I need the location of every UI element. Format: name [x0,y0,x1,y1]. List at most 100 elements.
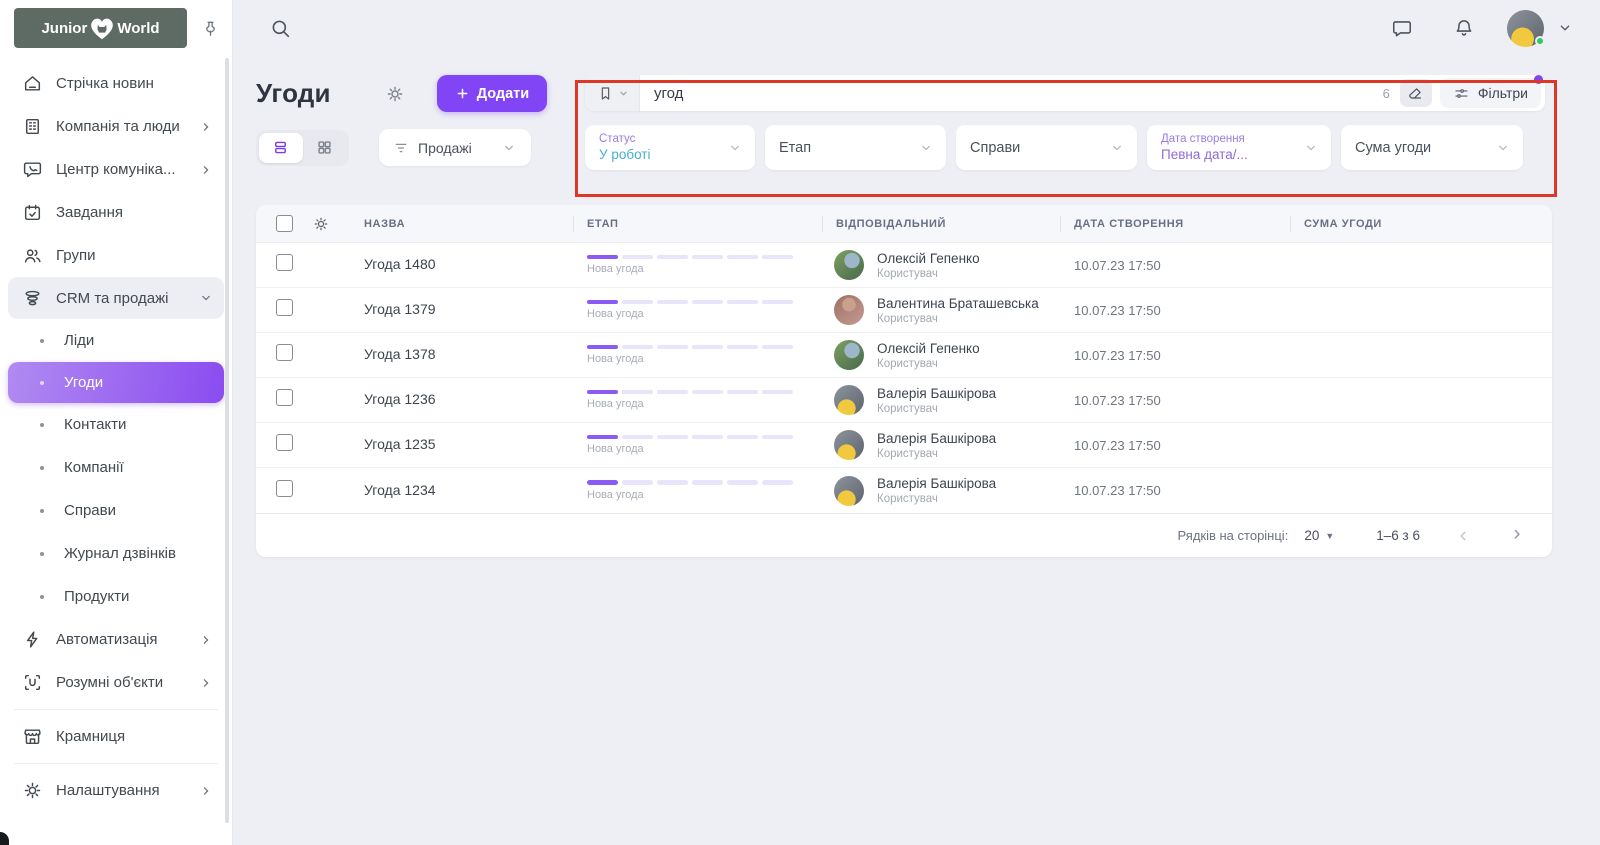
row-checkbox[interactable] [276,389,293,406]
row-checkbox[interactable] [276,254,293,271]
app-logo[interactable]: Junior World [14,8,187,48]
row-checkbox[interactable] [276,299,293,316]
sidebar-item-store[interactable]: Крамниця [0,715,232,758]
column-header-owner[interactable]: ВІДПОВІДАЛЬНИЙ [822,205,1060,242]
column-header-created[interactable]: ДАТА СТВОРЕННЯ [1060,205,1290,242]
row-checkbox[interactable] [276,344,293,361]
status-filter-label: Статус [599,133,636,145]
sidebar-item-news-feed[interactable]: Стрічка новин [0,62,232,105]
sidebar-item-company-people[interactable]: Компанія та люди [0,105,232,148]
pagination-range: 1–6 з 6 [1376,528,1420,543]
deal-sum-filter[interactable]: Сума угоди [1341,125,1523,170]
notifications-bell-icon[interactable] [1447,11,1481,45]
people-icon [22,245,43,266]
cases-filter[interactable]: Справи [956,125,1137,170]
deal-name[interactable]: Угода 1379 [364,301,436,317]
owner-name[interactable]: Олексій Гепенко [877,340,980,356]
clear-search-eraser-icon[interactable] [1399,79,1432,107]
table-row[interactable]: Угода 1378 Нова угода Олексій Гепенко Ко… [256,333,1552,378]
chevron-right-icon [198,119,214,135]
rows-per-page-select[interactable]: 20 ▼ [1304,528,1334,543]
sidebar-item-companies[interactable]: Компанії [0,446,232,489]
next-page-chevron-icon[interactable] [1506,523,1532,549]
sidebar-item-leads[interactable]: Ліди [0,319,232,362]
table-row[interactable]: Угода 1236 Нова угода Валерія Башкірова … [256,378,1552,423]
column-header-stage[interactable]: ЕТАП [573,205,822,242]
sidebar-item-cases[interactable]: Справи [0,489,232,532]
saved-views-dropdown[interactable] [585,75,640,111]
view-mode-toggle [256,129,349,166]
heart-logo-icon [87,13,117,43]
chevron-down-icon [617,87,630,100]
sidebar-item-label: Завдання [56,204,123,221]
column-settings-gear-icon[interactable] [312,215,330,233]
stage-progress-bar [587,389,822,395]
chevron-down-icon [727,140,743,156]
sidebar-item-settings[interactable]: Налаштування [0,769,232,812]
table-row[interactable]: Угода 1235 Нова угода Валерія Башкірова … [256,423,1552,468]
deal-name[interactable]: Угода 1480 [364,256,436,272]
grid-view-icon[interactable] [303,133,347,163]
row-checkbox[interactable] [276,434,293,451]
stage-filter[interactable]: Етап [765,125,946,170]
pin-icon[interactable] [201,19,220,38]
filter-row: Статус У роботі Етап Справи [585,125,1545,170]
search-input[interactable] [640,84,1383,102]
deal-name[interactable]: Угода 1234 [364,481,436,498]
sidebar-divider [14,763,218,764]
previous-page-chevron-icon[interactable] [1450,523,1476,549]
search-icon[interactable] [263,11,298,46]
sidebar-item-groups[interactable]: Групи [0,234,232,277]
filters-button[interactable]: Фільтри [1439,75,1543,108]
sidebar-item-crm-sales[interactable]: CRM та продажі [8,277,224,319]
created-date-filter[interactable]: Дата створення Певна дата/... [1147,125,1331,170]
filters-label: Фільтри [1477,85,1528,101]
sidebar-item-products[interactable]: Продукти [0,575,232,618]
deal-name[interactable]: Угода 1236 [364,391,436,407]
topbar [233,0,1600,56]
sidebar-scrollbar[interactable] [225,58,229,823]
owner-name[interactable]: Валерія Башкірова [877,385,997,401]
created-date: 10.07.23 17:50 [1074,483,1161,498]
table-row[interactable]: Угода 1379 Нова угода Валентина Браташев… [256,288,1552,333]
deal-name[interactable]: Угода 1378 [364,346,436,362]
stage-label: Нова угода [587,443,644,456]
chevron-down-icon [198,290,214,306]
chevron-down-icon [501,140,517,156]
owner-name[interactable]: Валерія Башкірова [877,430,997,446]
sidebar-item-call-log[interactable]: Журнал дзвінків [0,532,232,575]
owner-name[interactable]: Олексій Гепенко [877,250,980,266]
table-row[interactable]: Угода 1234 Нова угода Валерія Башкірова … [256,468,1552,513]
column-header-sum[interactable]: СУМА УГОДИ [1290,205,1552,242]
view-settings-gear-icon[interactable] [385,84,405,104]
sidebar-item-tasks[interactable]: Завдання [0,191,232,234]
sidebar-item-contacts[interactable]: Контакти [0,403,232,446]
add-deal-label: Додати [476,85,530,102]
pipeline-value: Продажі [418,139,472,156]
sidebar-item-communication-center[interactable]: Центр комуніка... [0,148,232,191]
plus-icon [455,86,470,101]
sidebar-item-smart-objects[interactable]: Розумні об'єкти [0,661,232,704]
owner-name[interactable]: Валерія Башкірова [877,476,997,491]
created-filter-value: Певна дата/... [1161,147,1248,162]
account-chevron-down-icon[interactable] [1556,19,1574,37]
status-filter[interactable]: Статус У роботі [585,125,755,170]
owner-name[interactable]: Валентина Браташевська [877,295,1039,311]
row-checkbox[interactable] [276,479,293,497]
sidebar-item-automation[interactable]: Автоматизація [0,618,232,661]
deal-name[interactable]: Угода 1235 [364,436,436,452]
add-deal-button[interactable]: Додати [436,75,548,112]
owner-avatar [834,385,864,415]
column-header-name[interactable]: НАЗВА [364,217,406,230]
select-all-checkbox[interactable] [276,215,293,232]
sidebar-item-deals[interactable]: Угоди [8,362,224,403]
pipeline-select[interactable]: Продажі [379,129,531,166]
created-date: 10.07.23 17:50 [1074,302,1161,318]
table-row[interactable]: Угода 1480 Нова угода Олексій Гепенко Ко… [256,243,1552,288]
messages-icon[interactable] [1385,11,1419,45]
smart-object-icon [22,672,43,693]
list-view-icon[interactable] [259,132,303,163]
stage-label: Нова угода [587,308,644,321]
user-avatar[interactable] [1507,9,1545,47]
search-result-count: 6 [1382,85,1390,101]
